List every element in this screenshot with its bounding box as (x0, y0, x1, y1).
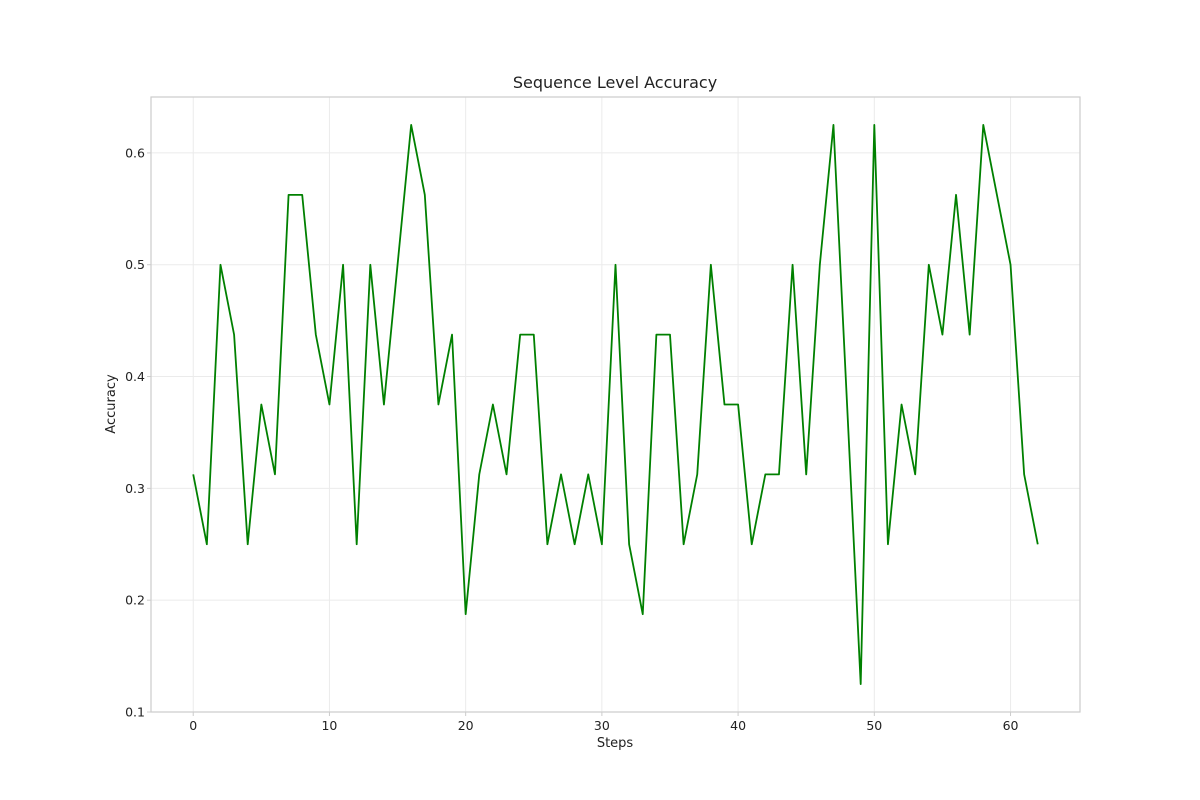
x-tick-label: 40 (730, 718, 746, 733)
chart-title: Sequence Level Accuracy (513, 73, 717, 92)
y-tick-label: 0.4 (125, 369, 145, 384)
y-tick-label: 0.1 (125, 705, 145, 720)
y-tick-label: 0.3 (125, 481, 145, 496)
y-tick-label: 0.2 (125, 593, 145, 608)
y-axis-ticks: 0.1 0.2 0.3 0.4 0.5 0.6 (125, 145, 151, 720)
x-tick-label: 20 (458, 718, 474, 733)
x-axis-label: Steps (597, 736, 634, 751)
x-axis-ticks: 0 10 20 30 40 50 60 (189, 712, 1019, 733)
x-tick-label: 0 (189, 718, 197, 733)
x-tick-label: 10 (321, 718, 337, 733)
y-tick-label: 0.6 (125, 145, 145, 160)
series-group (192, 124, 1039, 685)
accuracy-series-line (192, 124, 1039, 685)
y-axis-label: Accuracy (104, 374, 119, 434)
y-tick-label: 0.5 (125, 257, 145, 272)
x-tick-label: 30 (594, 718, 610, 733)
plot-frame (150, 96, 1081, 713)
x-tick-label: 50 (866, 718, 882, 733)
x-tick-label: 60 (1003, 718, 1019, 733)
